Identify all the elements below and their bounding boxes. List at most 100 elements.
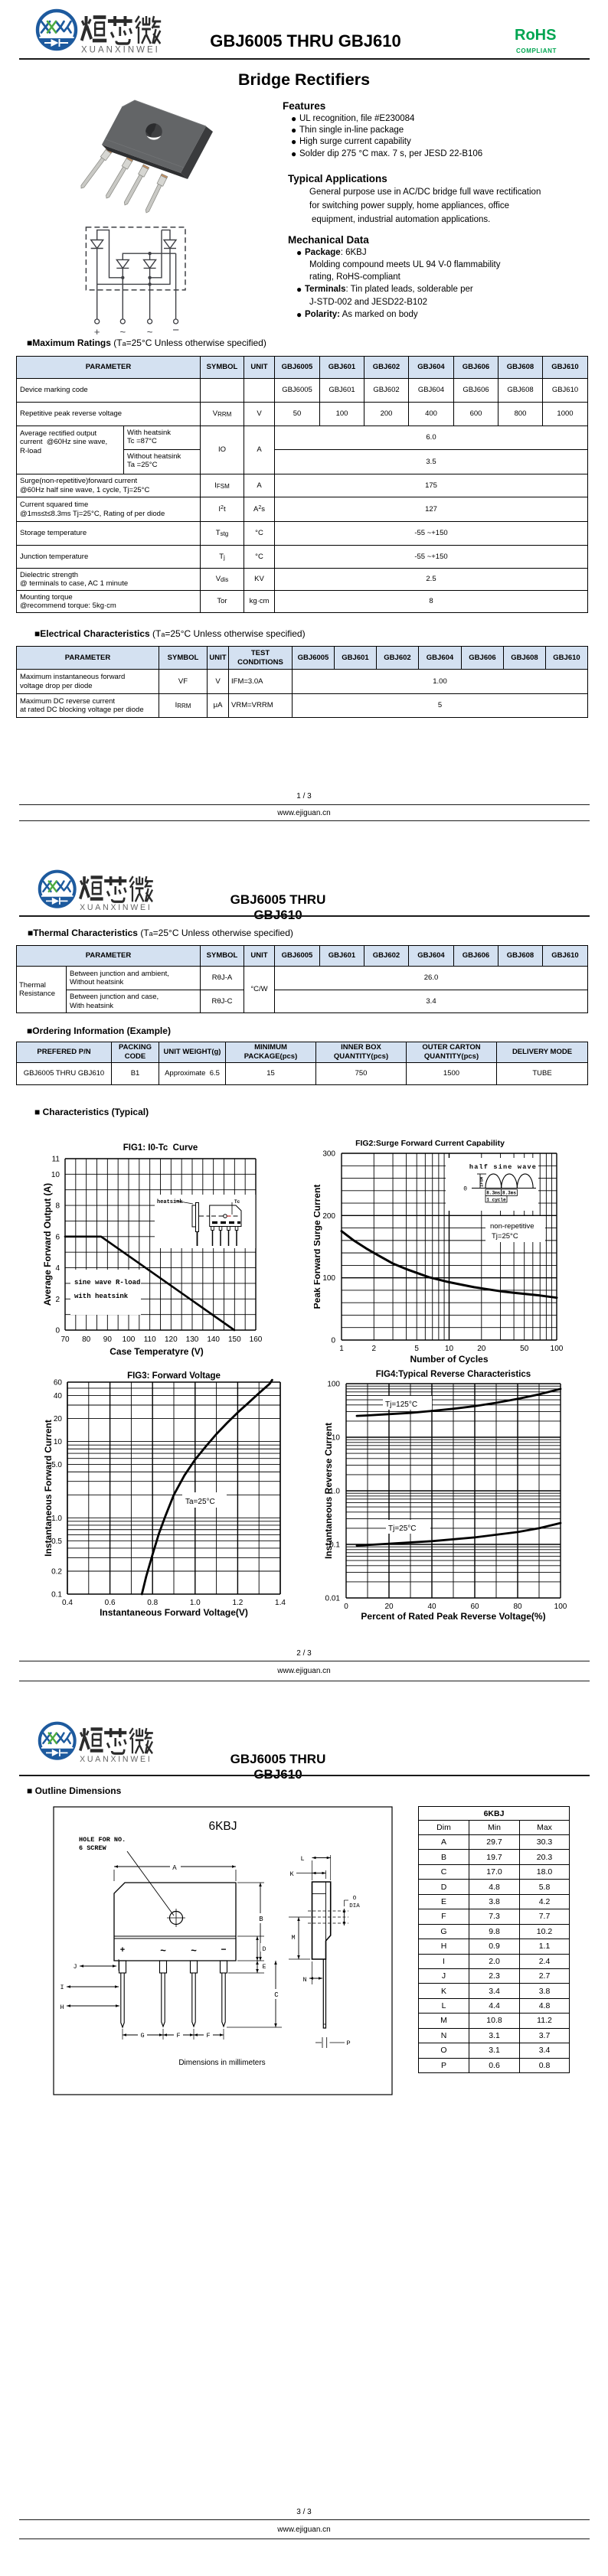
svg-text:~: ~ (147, 326, 153, 337)
svg-text:E: E (263, 1964, 266, 1971)
svg-text:0: 0 (344, 1603, 348, 1611)
svg-text:IFSM: IFSM (479, 1176, 485, 1187)
svg-text:half sine wave: half sine wave (469, 1163, 537, 1171)
svg-text:0.6: 0.6 (105, 1599, 116, 1607)
svg-text:Percent of Rated Peak Reverse: Percent of Rated Peak Reverse Voltage(%) (361, 1611, 545, 1622)
svg-text:20: 20 (384, 1603, 394, 1611)
svg-text:+: + (94, 326, 100, 337)
svg-text:F: F (206, 2032, 210, 2040)
svg-text:P: P (346, 2040, 350, 2047)
svg-text:−: − (172, 324, 179, 337)
svg-text:0.2: 0.2 (51, 1567, 62, 1576)
svg-text:Case Temperatyre (V): Case Temperatyre (V) (110, 1346, 204, 1357)
svg-text:Tj=25°C: Tj=25°C (492, 1232, 518, 1241)
svg-text:Instantaneous Forward Current: Instantaneous Forward Current (43, 1420, 54, 1557)
svg-text:8.3ms: 8.3ms (502, 1191, 516, 1196)
svg-text:XUANXINWEI: XUANXINWEI (81, 46, 160, 55)
svg-text:2: 2 (55, 1296, 60, 1304)
svg-text:100: 100 (322, 1274, 335, 1283)
svg-text:~: ~ (160, 1945, 166, 1956)
svg-text:50: 50 (520, 1345, 529, 1353)
svg-text:D: D (263, 1946, 266, 1953)
svg-text:non-repetitive: non-repetitive (490, 1222, 534, 1231)
svg-text:A: A (172, 1864, 177, 1872)
svg-text:10: 10 (332, 1434, 341, 1443)
svg-text:100: 100 (123, 1335, 136, 1344)
svg-text:6 SCREW: 6 SCREW (79, 1844, 107, 1852)
svg-text:20: 20 (477, 1345, 486, 1353)
svg-text:1.2: 1.2 (232, 1599, 243, 1607)
svg-text:−: − (221, 1944, 226, 1955)
svg-text:0.8: 0.8 (147, 1599, 158, 1607)
svg-text:1.0: 1.0 (51, 1515, 62, 1523)
svg-text:160: 160 (250, 1335, 263, 1344)
svg-text:1.4: 1.4 (275, 1599, 286, 1607)
svg-text:10: 10 (445, 1345, 454, 1353)
svg-text:Instantaneous Forward Voltage(: Instantaneous Forward Voltage(V) (100, 1607, 248, 1618)
svg-text:N: N (302, 1976, 306, 1984)
svg-text:5: 5 (414, 1345, 419, 1353)
svg-text:1.0: 1.0 (190, 1599, 201, 1607)
svg-text:4: 4 (55, 1264, 60, 1273)
svg-text:H: H (60, 2004, 64, 2011)
svg-text:80: 80 (82, 1335, 91, 1344)
svg-text:Number of Cycles: Number of Cycles (410, 1354, 488, 1365)
svg-text:FIG2:Surge Forward Current Cap: FIG2:Surge Forward Current Capability (355, 1139, 505, 1148)
svg-text:6KBJ: 6KBJ (208, 1820, 237, 1833)
svg-text:80: 80 (513, 1603, 522, 1611)
svg-text:with heatsink: with heatsink (74, 1293, 129, 1300)
svg-text:100: 100 (327, 1381, 340, 1389)
svg-text:11: 11 (52, 1156, 60, 1164)
svg-text:FIG3: Forward Voltage: FIG3: Forward Voltage (127, 1371, 221, 1381)
svg-text:sine wave R-load: sine wave R-load (74, 1279, 140, 1286)
svg-text:0.5: 0.5 (51, 1537, 62, 1546)
svg-text:heatsink: heatsink (157, 1199, 183, 1205)
svg-text:FIG4:Typical Reverse Character: FIG4:Typical Reverse Characteristics (376, 1370, 531, 1379)
svg-text:J: J (73, 1963, 77, 1971)
svg-text:Peak Forward Surge Current: Peak Forward Surge Current (314, 1185, 322, 1309)
svg-text:100: 100 (551, 1345, 564, 1353)
svg-text:FIG1: I0-Tc Curve: FIG1: I0-Tc Curve (123, 1143, 198, 1153)
svg-text:Tj=125°C: Tj=125°C (385, 1400, 417, 1409)
svg-text:Dimensions in millimeters: Dimensions in millimeters (178, 2059, 265, 2067)
svg-text:C: C (274, 1991, 279, 1999)
svg-text:XUANXINWEI: XUANXINWEI (80, 1755, 152, 1764)
svg-text:Tc: Tc (234, 1199, 240, 1205)
svg-text:G: G (140, 2032, 144, 2040)
svg-text:DIA: DIA (349, 1903, 360, 1909)
svg-text:Ta=25°C: Ta=25°C (185, 1498, 215, 1506)
svg-text:40: 40 (427, 1603, 436, 1611)
svg-text:5.0: 5.0 (51, 1461, 62, 1469)
svg-text:60: 60 (54, 1379, 63, 1387)
svg-text:~: ~ (120, 326, 126, 337)
svg-text:0: 0 (55, 1327, 60, 1335)
svg-text:1 cycle: 1 cycle (486, 1198, 506, 1203)
svg-text:K: K (289, 1870, 294, 1878)
svg-text:8.3ms: 8.3ms (486, 1191, 500, 1196)
svg-text:XUANXINWEI: XUANXINWEI (80, 903, 152, 912)
svg-text:M: M (291, 1934, 295, 1942)
svg-text:Average Forward Output (A): Average Forward Output (A) (42, 1183, 53, 1306)
svg-text:Tj=25°C: Tj=25°C (388, 1524, 417, 1533)
svg-text:Instantaneous Reverse Current: Instantaneous Reverse Current (323, 1423, 334, 1559)
svg-text:140: 140 (207, 1335, 220, 1344)
svg-text:+: + (120, 1945, 125, 1955)
svg-text:200: 200 (322, 1212, 335, 1221)
svg-text:6: 6 (55, 1233, 60, 1241)
svg-text:0: 0 (331, 1337, 335, 1345)
svg-text:B: B (259, 1916, 263, 1923)
svg-text:100: 100 (554, 1603, 567, 1611)
svg-text:O: O (353, 1896, 357, 1902)
svg-text:2: 2 (372, 1345, 377, 1353)
svg-text:10: 10 (51, 1171, 60, 1179)
svg-text:1: 1 (339, 1345, 344, 1353)
svg-text:150: 150 (228, 1335, 241, 1344)
svg-text:F: F (176, 2032, 180, 2040)
svg-text:L: L (300, 1855, 304, 1863)
svg-text:60: 60 (470, 1603, 479, 1611)
svg-text:1.0: 1.0 (329, 1488, 340, 1496)
svg-text:70: 70 (60, 1335, 70, 1344)
svg-text:120: 120 (165, 1335, 178, 1344)
svg-text:90: 90 (103, 1335, 113, 1344)
svg-text:40: 40 (54, 1392, 63, 1400)
